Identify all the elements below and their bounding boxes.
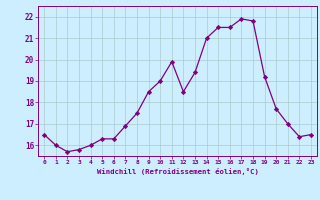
X-axis label: Windchill (Refroidissement éolien,°C): Windchill (Refroidissement éolien,°C)	[97, 168, 259, 175]
